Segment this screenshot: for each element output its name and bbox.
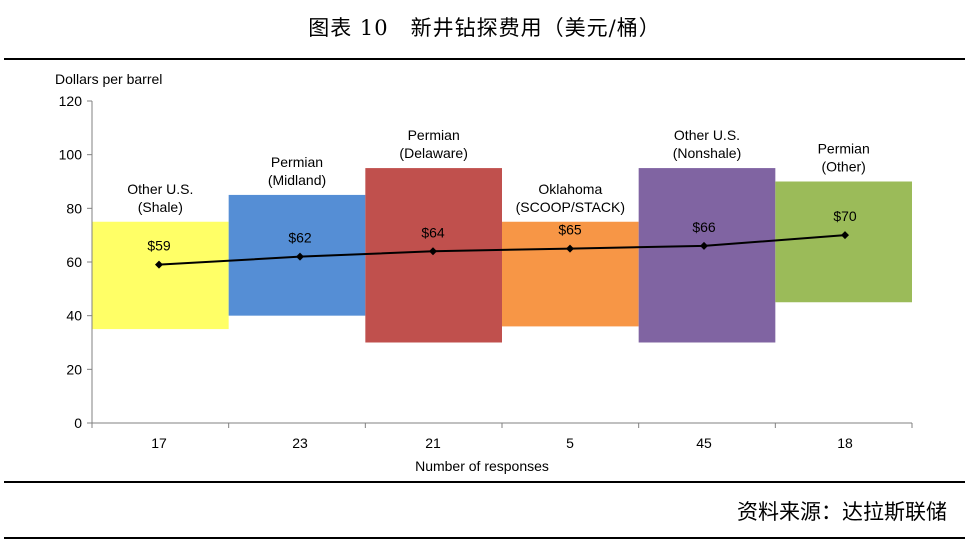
category-label: (Delaware) — [399, 145, 467, 161]
x-tick-label: 18 — [837, 435, 853, 451]
average-point — [566, 244, 574, 253]
category-label: Other U.S. — [674, 127, 740, 143]
category-label: (Shale) — [138, 199, 183, 215]
x-tick-label: 5 — [566, 435, 574, 451]
category-label: Other U.S. — [127, 181, 193, 197]
y-tick-label: 100 — [59, 147, 83, 163]
category-label: Oklahoma — [538, 181, 602, 197]
average-line — [158, 234, 846, 266]
average-label: $64 — [421, 224, 445, 240]
cost-range-chart: 0 20 40 60 80 100 120 17 23 21 5 45 18 Dollars per ba… — [55, 71, 913, 474]
range-bar — [92, 221, 229, 330]
x-axis-label: Number of responses — [415, 458, 549, 474]
top-divider — [4, 58, 965, 60]
average-point — [841, 231, 849, 240]
average-label: $66 — [692, 219, 716, 235]
bottom-divider — [4, 481, 965, 483]
category-label: (Nonshale) — [673, 145, 741, 161]
range-bar — [502, 221, 639, 327]
average-label: $70 — [833, 208, 857, 224]
bottom-divider-lower — [4, 537, 965, 539]
average-point — [700, 241, 708, 250]
category-label: (Midland) — [268, 172, 326, 188]
y-tick-label: 20 — [66, 361, 82, 377]
average-label: $65 — [558, 222, 582, 238]
range-bar — [775, 181, 912, 303]
y-tick-label: 40 — [66, 308, 82, 324]
y-axis-label: Dollars per barrel — [55, 71, 162, 87]
average-point — [429, 247, 437, 256]
x-tick-label: 21 — [425, 435, 441, 451]
y-tick-label: 60 — [66, 254, 82, 270]
category-label: (Other) — [821, 159, 865, 175]
range-bar — [638, 168, 776, 343]
source-note: 资料来源：达拉斯联储 — [737, 500, 947, 524]
average-point — [296, 252, 304, 261]
category-label: Permian — [818, 141, 870, 157]
category-label: (SCOOP/STACK) — [516, 199, 625, 215]
average-point — [155, 260, 163, 269]
x-tick-label: 45 — [696, 435, 712, 451]
average-label: $62 — [288, 230, 312, 246]
x-tick-label: 23 — [292, 435, 308, 451]
y-tick-label: 80 — [66, 200, 82, 216]
page-title: 图表 10 新井钻探费用（美元/桶） — [308, 16, 661, 40]
y-tick-label: 120 — [59, 93, 83, 109]
y-tick-label: 0 — [74, 415, 82, 431]
category-label: Permian — [271, 154, 323, 170]
range-bar — [365, 168, 502, 343]
x-tick-label: 17 — [151, 435, 167, 451]
average-label: $59 — [147, 238, 171, 254]
category-label: Permian — [408, 127, 460, 143]
